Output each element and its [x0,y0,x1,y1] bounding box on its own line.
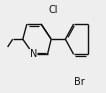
Text: N: N [30,49,37,59]
Text: Cl: Cl [49,5,58,15]
Text: Br: Br [74,77,85,87]
